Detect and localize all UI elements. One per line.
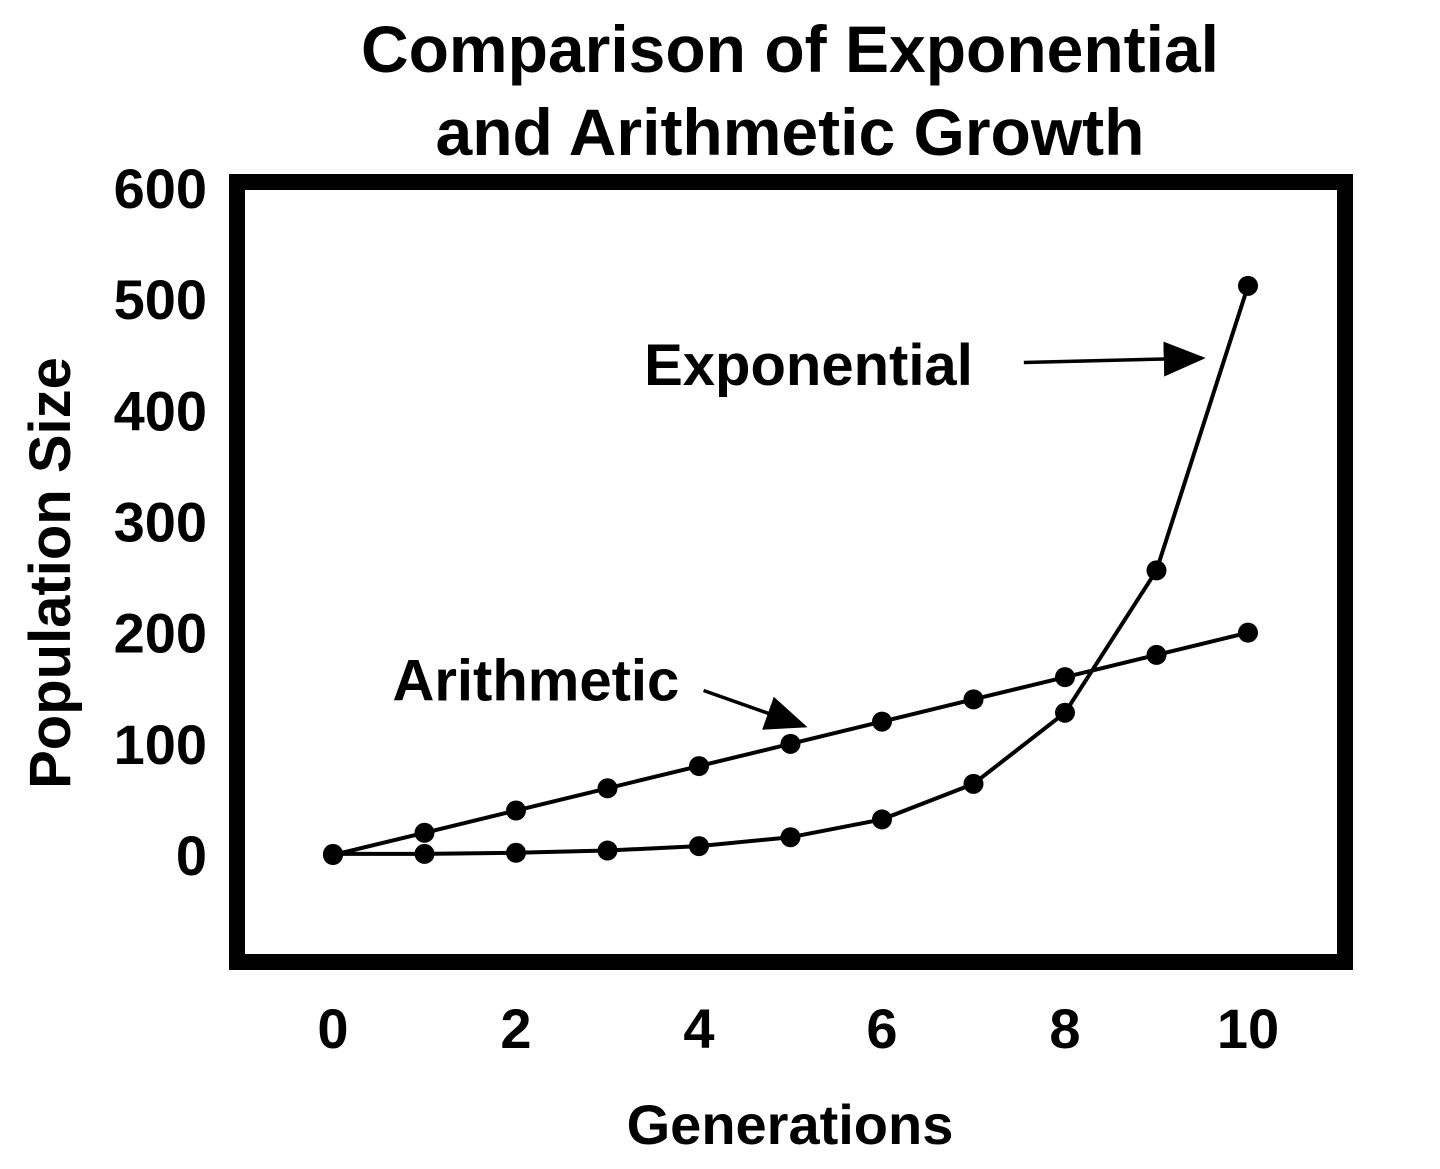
- annotation-arrow-arithmetic: [702, 688, 808, 730]
- x-tick-label: 6: [866, 997, 897, 1060]
- y-tick-label: 100: [114, 713, 207, 776]
- y-tick-label: 300: [114, 491, 207, 554]
- y-tick-label: 600: [114, 157, 207, 220]
- y-tick-label: 500: [114, 268, 207, 331]
- arithmetic-data-point: [780, 733, 801, 754]
- exponential-data-point: [1146, 560, 1167, 581]
- exponential-data-point: [872, 809, 892, 830]
- chart-title: Comparison of Exponential and Arithmetic…: [360, 12, 1220, 169]
- arithmetic-data-point: [963, 689, 984, 710]
- x-tick-label: 8: [1049, 997, 1080, 1060]
- arithmetic-data-point: [872, 711, 892, 732]
- exponential-data-point: [597, 840, 618, 861]
- exponential-data-point: [780, 827, 801, 848]
- x-tick-label: 0: [317, 997, 348, 1060]
- exponential-data-point: [963, 773, 984, 794]
- exponential-data-point: [1055, 702, 1075, 723]
- exponential-data-point: [414, 843, 435, 864]
- annotation-label-arithmetic: Arithmetic: [392, 648, 679, 713]
- exponential-data-point: [323, 843, 343, 864]
- exponential-data-point: [1238, 275, 1258, 296]
- arithmetic-data-point: [1146, 644, 1167, 665]
- arithmetic-data-point: [597, 778, 618, 799]
- x-axis-label: Generations: [626, 1093, 954, 1156]
- annotation-label-exponential: Exponential: [644, 333, 973, 398]
- arithmetic-data-point: [506, 800, 526, 821]
- arithmetic-data-point: [1055, 667, 1075, 688]
- annotation-arrow-exponential: [1023, 341, 1206, 377]
- y-tick-label: 400: [114, 379, 207, 442]
- x-tick-label: 10: [1217, 997, 1279, 1060]
- arithmetic-data-point: [689, 756, 709, 777]
- x-tick-label: 2: [500, 997, 531, 1060]
- arithmetic-data-point: [1238, 622, 1258, 643]
- y-tick-label: 0: [176, 824, 207, 887]
- exponential-data-point: [689, 836, 709, 857]
- arithmetic-data-point: [414, 822, 435, 843]
- exponential-data-point: [506, 842, 526, 863]
- x-tick-label: 4: [683, 997, 714, 1060]
- y-tick-label: 200: [114, 602, 207, 665]
- plot-border: [229, 174, 1353, 970]
